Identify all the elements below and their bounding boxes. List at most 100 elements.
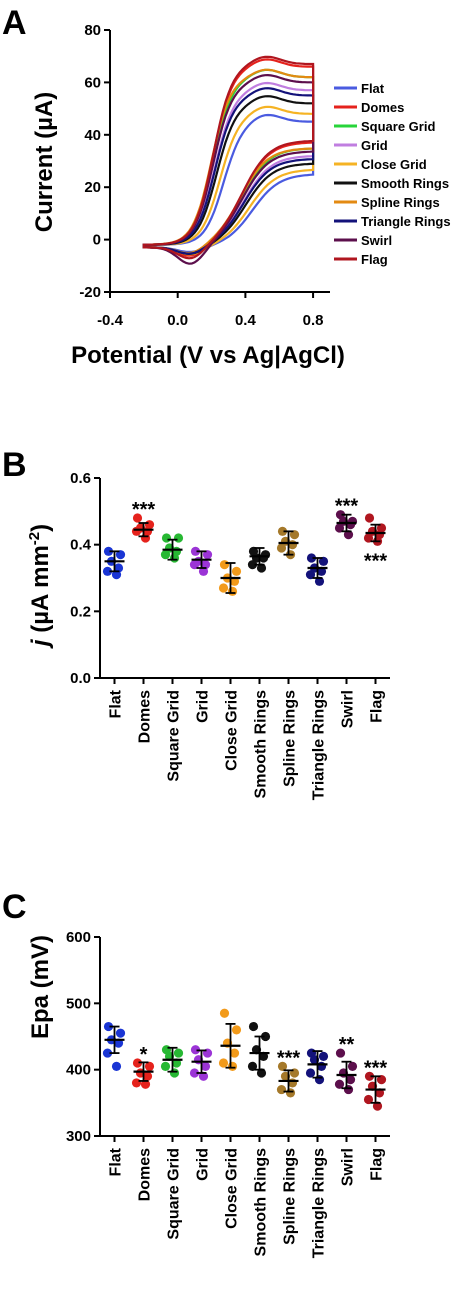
- panel-c-data-point-smooth-rings: [247, 1061, 258, 1071]
- panel-b-data-point-flag: [363, 533, 374, 543]
- panel-c-data-point-flat: [111, 1061, 122, 1071]
- panel-b-data-point-flat: [102, 566, 113, 576]
- panel-c-data-point-swirl: [347, 1061, 358, 1071]
- legend-label-smooth-rings: Smooth Rings: [361, 176, 449, 191]
- panel-c-data-point-grid: [198, 1071, 209, 1081]
- panel-c-data-point-smooth-rings: [256, 1068, 267, 1078]
- legend-label-flag: Flag: [361, 252, 388, 267]
- panel-c-category-label-triangle-rings: Triangle Rings: [311, 1148, 328, 1258]
- panel-b-data-point-flat: [115, 550, 126, 560]
- panel-c-data-point-flat: [102, 1048, 113, 1058]
- panel-c-peak-potential: C 300 400 500 600 Flat Domes Square Grid Grid Cl…: [2, 888, 390, 1258]
- panel-b-category-label-square-grid: Square Grid: [166, 690, 183, 782]
- panel-b-data-point-grid: [190, 546, 201, 556]
- panel-c-data-point-swirl: [343, 1084, 354, 1095]
- panel-b-y-axis-title-close: ): [27, 524, 54, 532]
- panel-a-y-tick-label: 60: [84, 74, 101, 91]
- panel-c-data-point-swirl: [345, 1075, 356, 1085]
- panel-b-significance-domes: ***: [132, 499, 156, 521]
- panel-b-data-point-close-grid: [231, 566, 242, 576]
- panel-b-data-point-triangle-rings: [314, 576, 325, 586]
- panel-b-data-point-spline-rings: [276, 543, 287, 553]
- cv-curve-close-grid: [142, 105, 315, 256]
- panel-b-y-tick-label: 0.2: [70, 603, 91, 620]
- panel-c-y-tick-label: 300: [66, 1128, 91, 1145]
- panel-c-data-point-domes: [144, 1061, 155, 1071]
- panel-c-category-label-close-grid: Close Grid: [224, 1148, 241, 1229]
- panel-c-data-point-triangle-rings: [314, 1075, 325, 1085]
- legend-label-triangle-rings: Triangle Rings: [361, 214, 451, 229]
- panel-c-data-point-domes: [131, 1078, 142, 1088]
- panel-c-y-axis-title: Epa (mV): [27, 935, 54, 1039]
- panel-c-data-point-grid: [190, 1045, 201, 1055]
- panel-b-y-axis-title-symbol: j: [27, 638, 54, 649]
- panel-b-category-label-grid: Grid: [195, 690, 212, 723]
- panel-b-data-point-grid: [202, 550, 213, 560]
- panel-a-letter: A: [2, 4, 27, 42]
- panel-c-data-point-grid: [189, 1068, 200, 1078]
- panel-b-data-point-square-grid: [161, 533, 172, 543]
- panel-c-data-point-close-grid: [219, 1008, 230, 1018]
- panel-c-data-point-triangle-rings: [305, 1068, 316, 1078]
- panel-c-category-label-grid: Grid: [195, 1148, 212, 1181]
- panel-a-cyclic-voltammogram: A -20 0 20 40 60 80 -0.4 0.0 0.4 0.8 Flat Domes Squ…: [2, 4, 451, 369]
- panel-b-data-point-smooth-rings: [256, 563, 267, 573]
- legend-label-close-grid: Close Grid: [361, 157, 427, 172]
- panel-b-category-label-flag: Flag: [369, 690, 386, 723]
- panel-b-data-point-close-grid: [219, 560, 230, 570]
- panel-b-data-point-smooth-rings: [247, 560, 258, 570]
- panel-c-data-point-spline-rings: [285, 1088, 296, 1098]
- panel-c-data-point-smooth-rings: [260, 1031, 271, 1042]
- panel-b-data-point-flag: [364, 513, 375, 523]
- panel-c-data-point-square-grid: [160, 1061, 171, 1071]
- panel-c-letter: C: [2, 888, 27, 926]
- panel-c-data-point-flat: [115, 1028, 126, 1038]
- panel-c-data-point-close-grid: [218, 1058, 229, 1068]
- panel-b-data-point-grid: [189, 560, 200, 570]
- panel-b-category-label-spline-rings: Spline Rings: [282, 690, 299, 787]
- panel-c-significance-flag: ***: [364, 1057, 388, 1079]
- panel-b-data-point-domes: [140, 533, 151, 543]
- cv-curve-triangle-rings: [142, 87, 315, 255]
- panel-b-data-point-spline-rings: [277, 526, 288, 536]
- panel-c-data-point-close-grid: [231, 1025, 242, 1035]
- legend-label-grid: Grid: [361, 138, 388, 153]
- cv-curve-flag: [142, 55, 315, 260]
- panel-a-y-tick-label: 40: [84, 127, 101, 144]
- panel-a-y-axis-title: Current (µA): [31, 92, 58, 232]
- panel-b-y-axis-title: j (µA mm-2): [26, 524, 54, 649]
- panel-b-current-density: B 0.0 0.2 0.4 0.6 Flat Domes Square Grid Grid Cl…: [2, 446, 390, 800]
- panel-b-data-point-square-grid: [160, 550, 171, 560]
- panel-a-x-tick-label: 0.4: [235, 312, 257, 329]
- panel-c-data-point-triangle-rings: [318, 1051, 329, 1061]
- legend-label-square-grid: Square Grid: [361, 119, 435, 134]
- panel-c-data-point-smooth-rings: [248, 1021, 259, 1032]
- legend-label-swirl: Swirl: [361, 233, 392, 248]
- panel-b-y-tick-label: 0.0: [70, 670, 91, 687]
- panel-c-significance-spline-rings: ***: [277, 1047, 301, 1069]
- panel-c-data-point-domes: [142, 1071, 153, 1081]
- panel-c-data-point-flag: [376, 1075, 387, 1085]
- panel-c-category-label-square-grid: Square Grid: [166, 1148, 183, 1240]
- panel-c-data-point-flag: [363, 1094, 374, 1105]
- panel-b-data-point-triangle-rings: [305, 570, 316, 580]
- panel-a-y-tick-label: 20: [84, 179, 101, 196]
- panel-c-data-point-grid: [200, 1061, 211, 1071]
- panel-b-data-point-flat: [103, 546, 114, 556]
- cv-curve-swirl: [142, 73, 315, 265]
- panel-b-data-point-spline-rings: [289, 530, 300, 540]
- panel-b-data-point-square-grid: [173, 533, 184, 543]
- panel-a-x-tick-label: -0.4: [97, 312, 124, 329]
- panel-c-data-point-square-grid: [169, 1068, 180, 1078]
- panel-b-y-tick-label: 0.6: [70, 470, 91, 487]
- panel-b-letter: B: [2, 446, 27, 484]
- panel-c-data-point-swirl: [334, 1079, 345, 1089]
- panel-a-plot-area: [142, 55, 315, 265]
- panel-b-data-point-flat: [111, 570, 122, 580]
- panel-b-data-point-swirl: [343, 530, 354, 540]
- panel-b-category-label-swirl: Swirl: [340, 690, 357, 728]
- panel-c-category-label-smooth-rings: Smooth Rings: [253, 1148, 270, 1257]
- panel-b-data-point-square-grid: [169, 553, 180, 563]
- legend-label-flat: Flat: [361, 81, 385, 96]
- legend-label-domes: Domes: [361, 100, 404, 115]
